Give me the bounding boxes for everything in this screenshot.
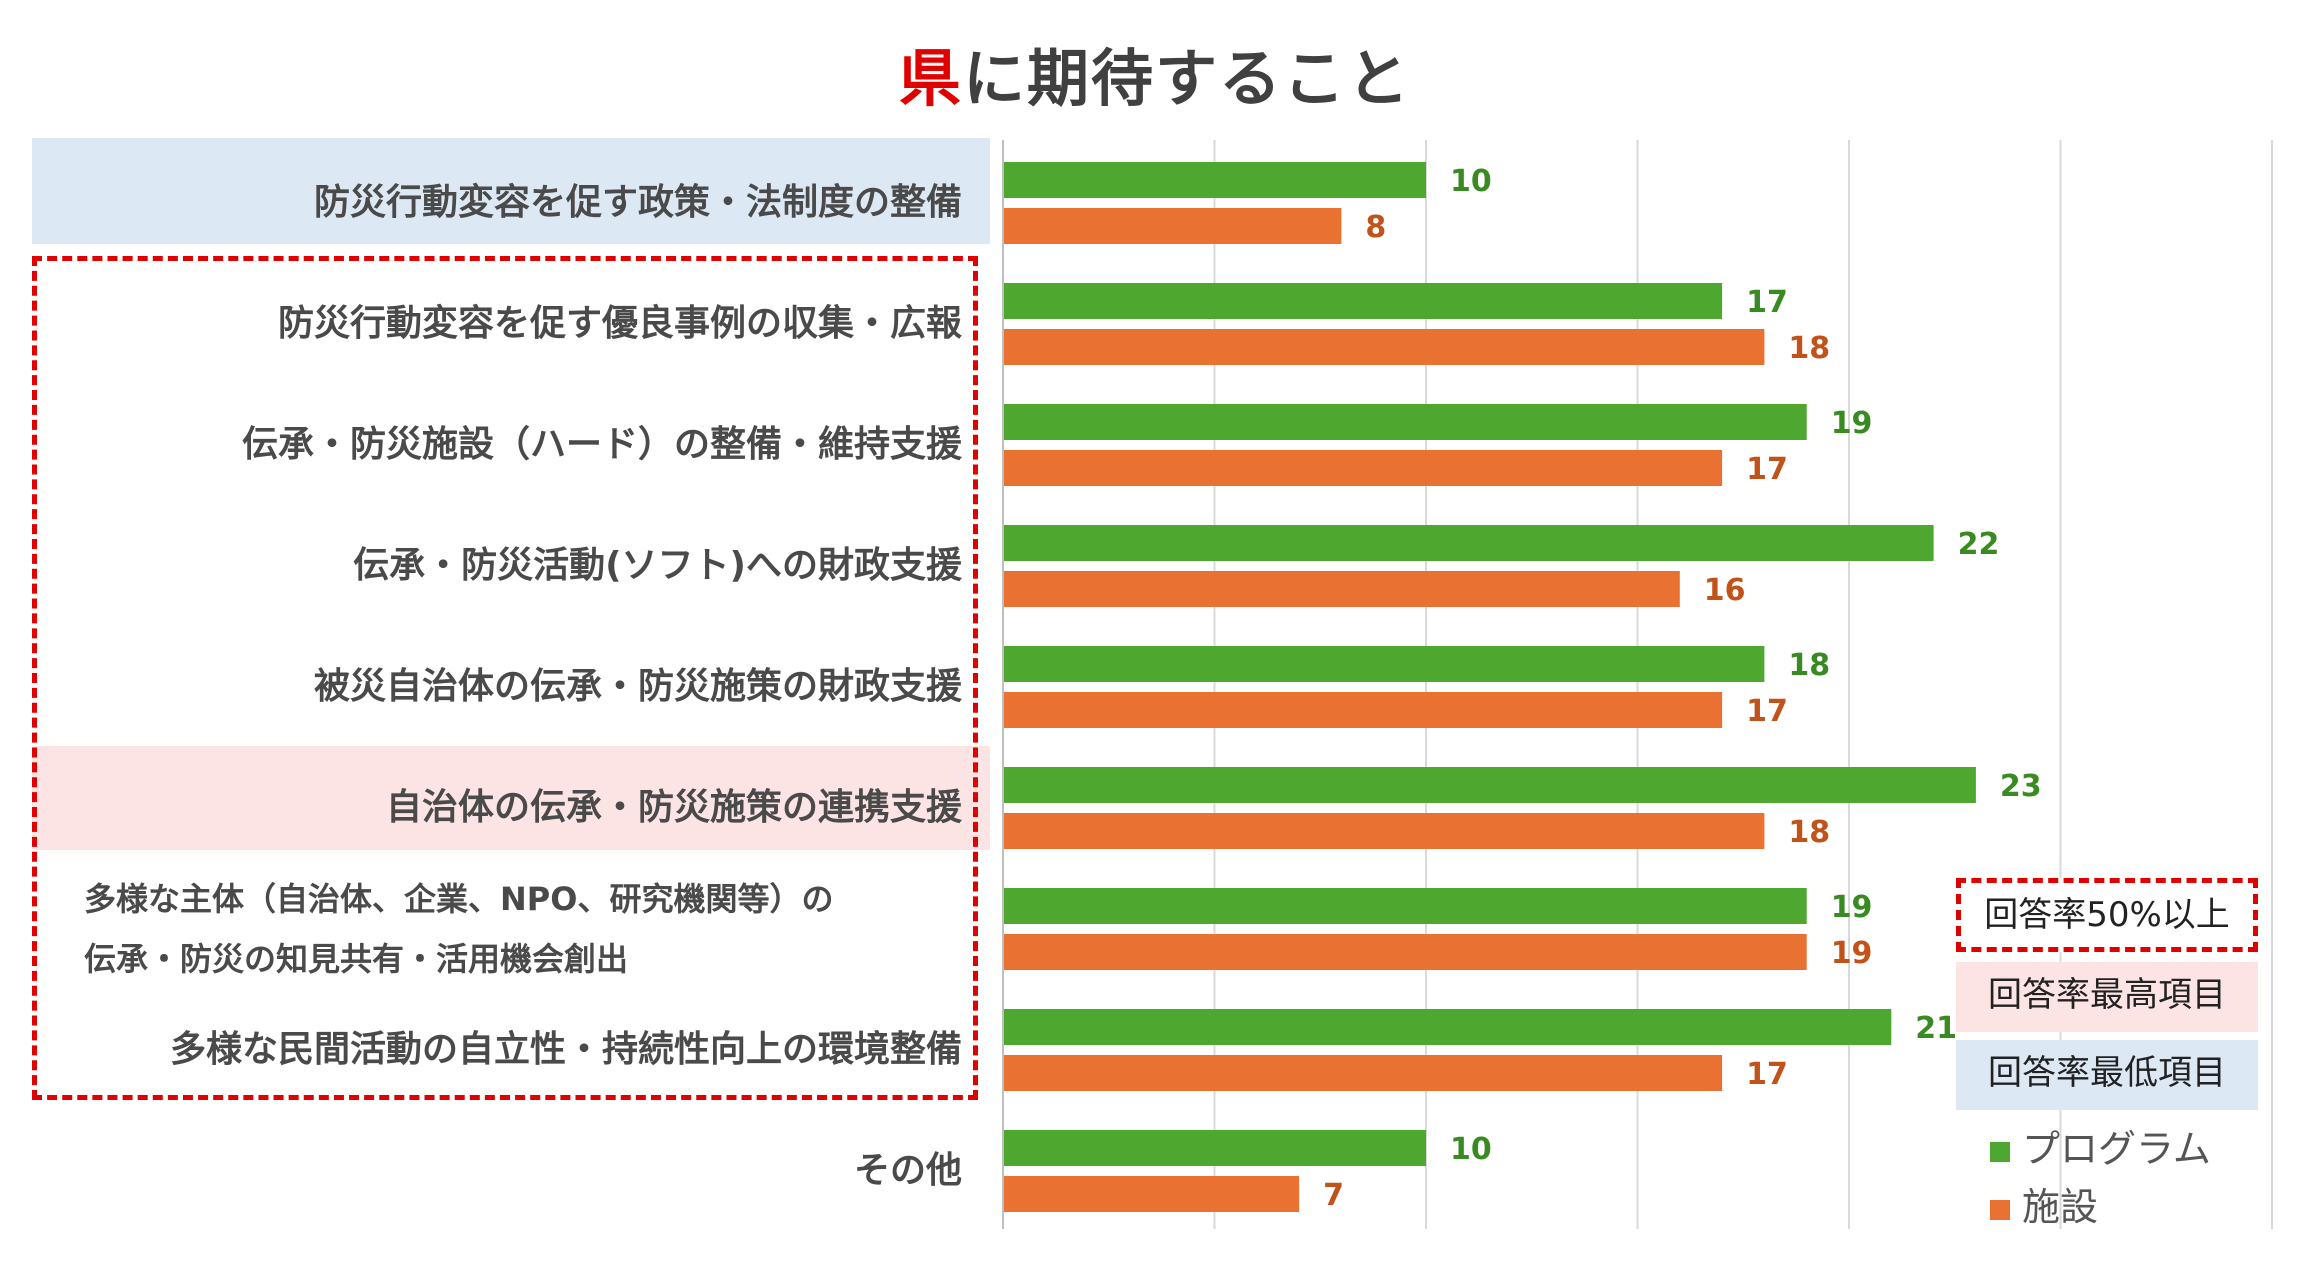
category-label: 伝承・防災活動(ソフト)への財政支援 — [353, 540, 962, 592]
category-label-line: 自治体の伝承・防災施策の連携支援 — [385, 786, 962, 828]
data-label-program: 19 — [1831, 890, 1873, 925]
legend-facility: 施設 — [1990, 1176, 2098, 1231]
data-label-program: 19 — [1831, 406, 1873, 441]
legend-program-swatch — [1990, 1141, 2010, 1162]
bar-facility — [1003, 934, 1807, 970]
data-label-program: 23 — [2000, 769, 2042, 804]
category-label: 被災自治体の伝承・防災施策の財政支援 — [314, 661, 962, 713]
bar-program — [1003, 283, 1723, 319]
category-label: 多様な主体（自治体、企業、NPO、研究機関等）の 伝承・防災の知見共有・活用機会創… — [84, 869, 833, 989]
category-label: 自治体の伝承・防災施策の連携支援 — [386, 782, 962, 834]
bar-program — [1003, 162, 1426, 198]
bar-program — [1003, 525, 1934, 561]
legend-program: プログラム — [1990, 1118, 2211, 1173]
category-label: 多様な民間活動の自立性・持続性向上の環境整備 — [170, 1024, 962, 1076]
category-label-line: 被災自治体の伝承・防災施策の財政支援 — [313, 665, 962, 707]
category-label: 防災行動変容を促す政策・法制度の整備 — [314, 177, 962, 229]
data-label-program: 18 — [1788, 648, 1830, 683]
legend-rate-50: 回答率50%以上 — [1956, 878, 2258, 952]
data-label-facility: 17 — [1746, 694, 1788, 729]
data-label-facility: 8 — [1365, 210, 1386, 245]
bar-facility — [1003, 329, 1765, 365]
data-label-facility: 17 — [1746, 1057, 1788, 1092]
bar-program — [1003, 1009, 1892, 1045]
data-label-program: 10 — [1450, 164, 1492, 199]
bar-facility — [1003, 1055, 1723, 1091]
data-label-facility: 16 — [1704, 573, 1746, 608]
highest-rate-band — [32, 746, 990, 850]
data-label-facility: 18 — [1788, 815, 1830, 850]
bar-facility — [1003, 208, 1342, 244]
bar-facility — [1003, 450, 1723, 486]
lowest-rate-band — [32, 138, 990, 244]
category-label: 伝承・防災施設（ハード）の整備・維持支援 — [242, 419, 962, 471]
category-label: 防災行動変容を促す優良事例の収集・広報 — [278, 298, 962, 350]
bar-program — [1003, 767, 1976, 803]
data-label-program: 17 — [1746, 285, 1788, 320]
legend-facility-swatch — [1990, 1199, 2010, 1220]
rate-50-percent-box — [32, 256, 978, 1100]
data-label-facility: 7 — [1323, 1178, 1344, 1213]
data-label-program: 22 — [1958, 527, 2000, 562]
category-label-line: 多様な主体（自治体、企業、NPO、研究機関等）の — [84, 879, 834, 918]
bar-facility — [1003, 571, 1680, 607]
category-label-line: 防災行動変容を促す政策・法制度の整備 — [313, 181, 962, 223]
legend-lowest: 回答率最低項目 — [1956, 1040, 2258, 1110]
legend-highest: 回答率最高項目 — [1956, 962, 2258, 1032]
category-label-line: 伝承・防災施設（ハード）の整備・維持支援 — [241, 423, 962, 465]
category-label-line: その他 — [853, 1149, 962, 1191]
category-label-line: 伝承・防災活動(ソフト)への財政支援 — [353, 544, 962, 586]
bar-program — [1003, 646, 1765, 682]
category-label-line: 伝承・防災の知見共有・活用機会創出 — [84, 939, 629, 978]
category-label-line: 多様な民間活動の自立性・持続性向上の環境整備 — [169, 1028, 962, 1070]
bar-program — [1003, 1130, 1426, 1166]
bar-facility — [1003, 692, 1723, 728]
bar-program — [1003, 404, 1807, 440]
data-label-facility: 18 — [1788, 331, 1830, 366]
data-label-program: 21 — [1915, 1011, 1957, 1046]
chart-title: 県に期待すること — [898, 42, 1412, 115]
data-label-program: 10 — [1450, 1132, 1492, 1167]
bar-program — [1003, 888, 1807, 924]
category-label: その他 — [854, 1145, 962, 1197]
bar-facility — [1003, 813, 1765, 849]
data-label-facility: 19 — [1831, 936, 1873, 971]
data-label-facility: 17 — [1746, 452, 1788, 487]
bar-facility — [1003, 1176, 1300, 1212]
category-label-line: 防災行動変容を促す優良事例の収集・広報 — [277, 302, 962, 344]
